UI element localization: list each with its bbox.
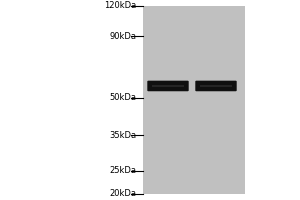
Bar: [200, 85, 232, 87]
FancyBboxPatch shape: [195, 81, 237, 91]
Text: 20kDa: 20kDa: [110, 190, 136, 198]
Text: 35kDa: 35kDa: [110, 131, 136, 140]
Text: 25kDa: 25kDa: [110, 166, 136, 175]
FancyBboxPatch shape: [147, 81, 189, 91]
Text: 50kDa: 50kDa: [110, 93, 136, 102]
Text: 120kDa: 120kDa: [104, 1, 136, 10]
Bar: [142, 6, 244, 194]
Text: 90kDa: 90kDa: [110, 32, 136, 41]
Bar: [152, 85, 184, 87]
